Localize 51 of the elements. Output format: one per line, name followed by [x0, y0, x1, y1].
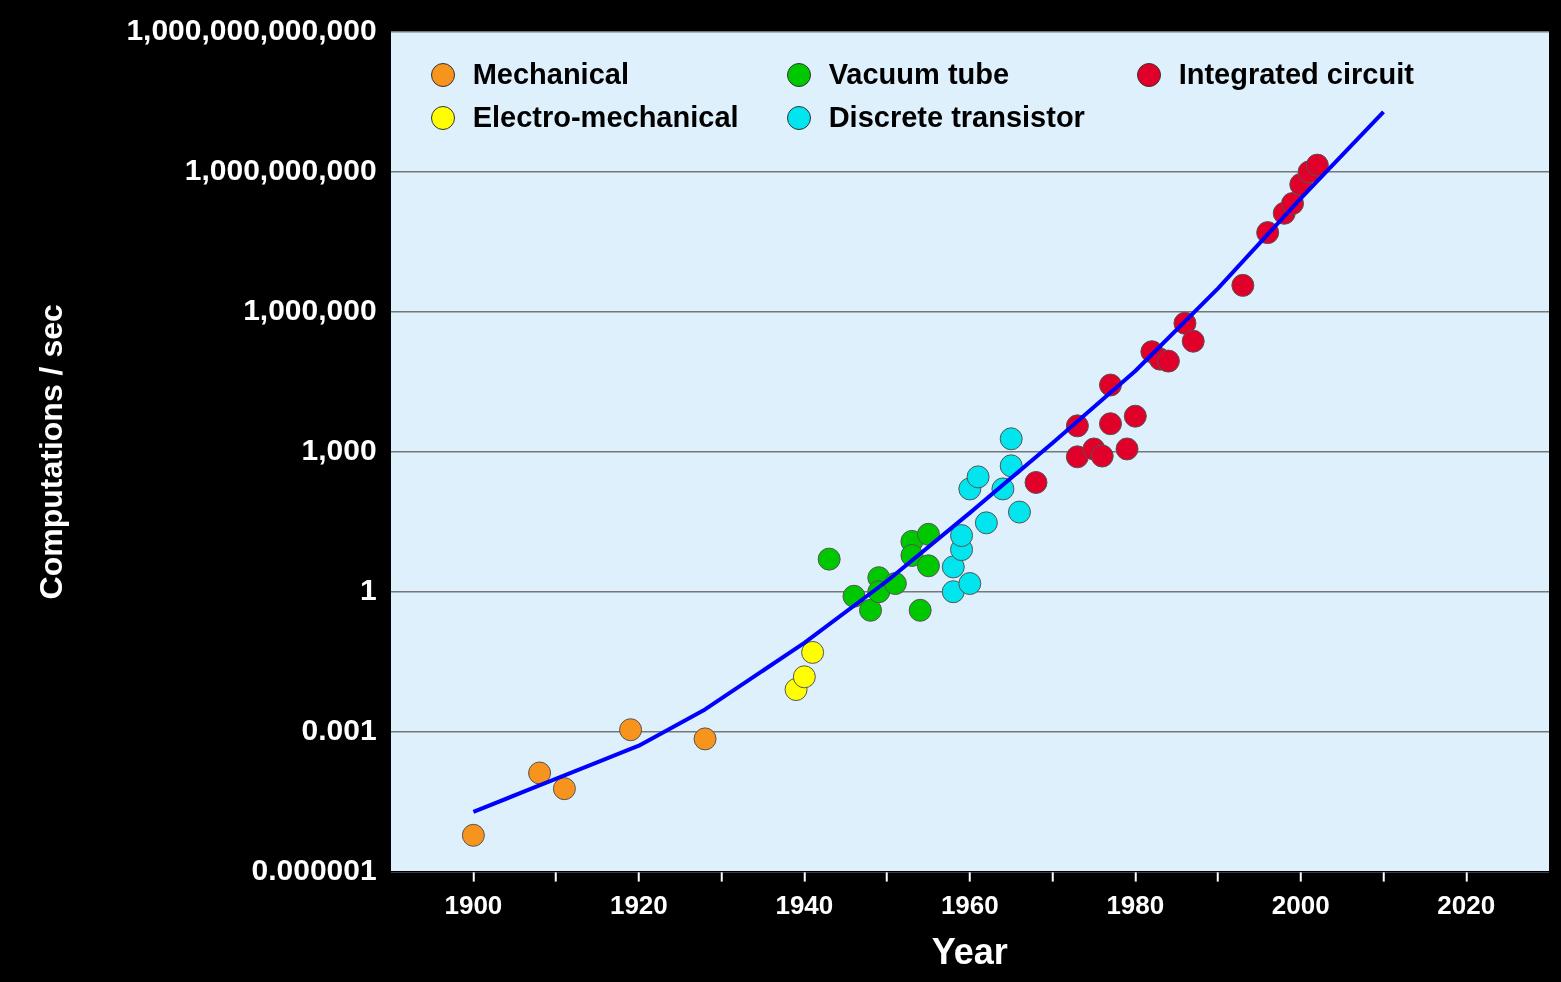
point [1065, 445, 1089, 469]
x-tick-label: 1980 [1106, 890, 1165, 921]
point [801, 640, 825, 664]
point [528, 761, 552, 785]
x-axis-title: Year [931, 931, 1008, 973]
y-tick-label: 1,000,000,000 [184, 153, 377, 187]
point [966, 465, 990, 489]
point [619, 718, 643, 742]
y-tick-label: 1,000 [301, 433, 377, 467]
point [958, 572, 982, 596]
y-tick-label: 1 [359, 573, 377, 606]
point [1181, 329, 1205, 353]
point [950, 524, 974, 548]
y-tick-label: 1,000,000 [243, 293, 377, 327]
legend-label: Mechanical [472, 58, 629, 91]
legend-label: Vacuum tube [828, 58, 1010, 91]
y-tick-label: 0.001 [301, 712, 377, 746]
y-axis-title: Computations / sec [33, 304, 70, 600]
point [552, 777, 576, 801]
point [1098, 412, 1122, 436]
point [1090, 444, 1114, 468]
point [1007, 500, 1031, 524]
x-tick-label: 1960 [940, 890, 999, 921]
legend-label: Electro-mechanical [472, 101, 739, 134]
x-tick-label: 1940 [775, 890, 834, 921]
point [908, 598, 932, 622]
point [974, 511, 998, 535]
legend-label: Integrated circuit [1178, 58, 1414, 91]
point [693, 727, 717, 751]
point [999, 427, 1023, 451]
point [916, 522, 940, 546]
point [1123, 404, 1147, 428]
point [859, 598, 883, 622]
x-tick-label: 1900 [444, 890, 503, 921]
x-tick-label: 1920 [609, 890, 668, 921]
point [1156, 349, 1180, 373]
point [461, 823, 485, 847]
point [1024, 470, 1048, 494]
x-tick-label: 2000 [1271, 890, 1330, 921]
x-tick-label: 2020 [1437, 890, 1496, 921]
legend-label: Discrete transistor [828, 101, 1085, 134]
y-tick-label: 0.000001 [251, 852, 377, 886]
point [792, 665, 816, 689]
point [817, 547, 841, 571]
point [941, 580, 965, 604]
point [1305, 153, 1329, 177]
point [941, 555, 965, 579]
point [1115, 437, 1139, 461]
y-tick-label: 1,000,000,000,000 [126, 13, 377, 47]
point [916, 554, 940, 578]
point [1231, 273, 1255, 297]
